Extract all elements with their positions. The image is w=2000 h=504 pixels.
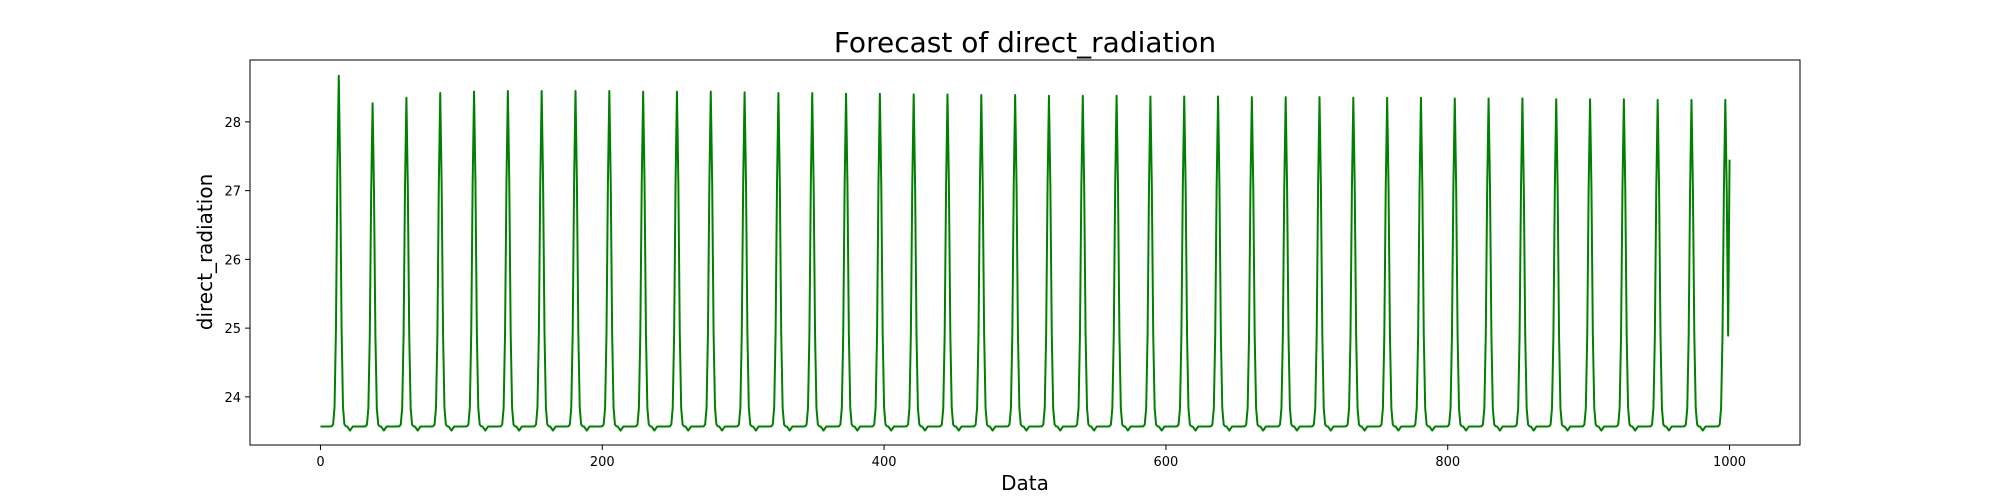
plot-area <box>320 74 1731 432</box>
x-tick-label: 400 <box>872 455 897 470</box>
y-tick-label: 25 <box>224 322 241 337</box>
y-axis-label: direct_radiation <box>193 174 217 330</box>
x-tick-label: 1000 <box>1713 455 1746 470</box>
y-tick-label: 27 <box>224 185 241 200</box>
forecast-line <box>320 74 1731 432</box>
y-axis: 24 25 26 27 28 <box>224 116 250 406</box>
x-tick-label: 0 <box>316 455 324 470</box>
axes-frame <box>249 59 1801 446</box>
x-axis-label: Data <box>1001 471 1049 495</box>
x-tick-label: 200 <box>590 455 615 470</box>
chart-title: Forecast of direct_radiation <box>834 26 1216 59</box>
y-tick-label: 24 <box>224 391 241 406</box>
y-tick-label: 26 <box>224 253 241 268</box>
x-axis: 0 200 400 600 800 1000 <box>316 445 1746 470</box>
x-tick-label: 600 <box>1153 455 1178 470</box>
x-tick-label: 800 <box>1435 455 1460 470</box>
y-tick-label: 28 <box>224 116 241 131</box>
